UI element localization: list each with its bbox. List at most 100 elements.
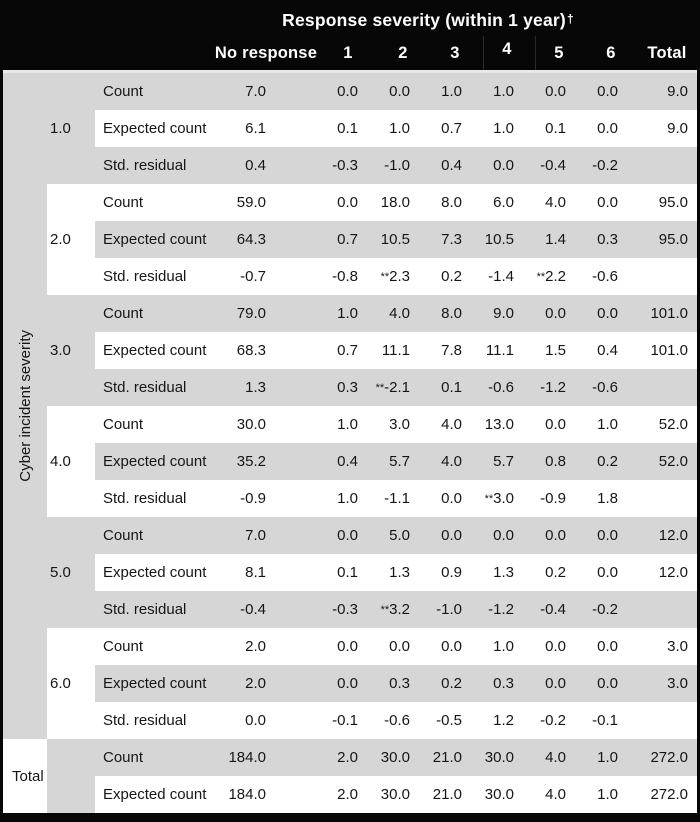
data-cell: 2.0 bbox=[280, 776, 370, 813]
data-cell: 30.0 bbox=[474, 776, 526, 813]
data-cell: 0.8 bbox=[526, 443, 578, 480]
row-label: Expected count bbox=[95, 110, 216, 147]
data-cell: -1.2 bbox=[526, 369, 578, 406]
group-label-spacer bbox=[47, 776, 95, 813]
data-cell: 272.0 bbox=[630, 776, 697, 813]
data-cell: 10.5 bbox=[474, 221, 526, 258]
data-cell: 0.0 bbox=[526, 628, 578, 665]
data-cell: -0.5 bbox=[422, 702, 474, 739]
significance-marker: ** bbox=[536, 270, 546, 283]
row-axis-label-strip: Cyber incident severity bbox=[3, 73, 47, 739]
data-cell: 0.0 bbox=[526, 73, 578, 110]
header-cell-divider bbox=[483, 36, 484, 70]
data-cell: 0.4 bbox=[216, 147, 280, 184]
data-cell: 68.3 bbox=[216, 332, 280, 369]
data-cell: 64.3 bbox=[216, 221, 280, 258]
data-cell: 8.0 bbox=[422, 295, 474, 332]
data-cell: 0.0 bbox=[578, 295, 630, 332]
data-cell: 0.7 bbox=[280, 221, 370, 258]
data-cell: 8.0 bbox=[422, 184, 474, 221]
row-label: Expected count bbox=[95, 665, 216, 702]
data-cell: 0.3 bbox=[578, 221, 630, 258]
data-cell: -0.3 bbox=[280, 591, 370, 628]
data-cell: 2.0 bbox=[216, 665, 280, 702]
data-cell: ** 3.0 bbox=[474, 480, 526, 517]
row-label: Expected count bbox=[95, 443, 216, 480]
row-label: Std. residual bbox=[95, 147, 216, 184]
total-row-label: Total bbox=[12, 767, 44, 785]
data-cell: 95.0 bbox=[630, 221, 697, 258]
data-cell: 0.0 bbox=[578, 628, 630, 665]
header-cell-divider bbox=[535, 36, 536, 70]
data-cell: ** 2.3 bbox=[370, 258, 422, 295]
data-cell: 10.5 bbox=[370, 221, 422, 258]
data-cell: -1.0 bbox=[422, 591, 474, 628]
group-label-spacer bbox=[47, 591, 95, 628]
data-cell: 7.8 bbox=[422, 332, 474, 369]
data-cell: 0.1 bbox=[280, 110, 370, 147]
data-cell: 95.0 bbox=[630, 184, 697, 221]
row-label: Std. residual bbox=[95, 591, 216, 628]
column-header-3: 3 bbox=[450, 43, 460, 62]
data-cell: 0.3 bbox=[280, 369, 370, 406]
row-label: Expected count bbox=[95, 221, 216, 258]
data-cell: 1.2 bbox=[474, 702, 526, 739]
group-label: 1.0 bbox=[47, 110, 95, 147]
data-cell bbox=[630, 702, 697, 739]
row-label: Count bbox=[95, 184, 216, 221]
significance-marker: ** bbox=[380, 603, 390, 616]
group-label-spacer bbox=[47, 480, 95, 517]
data-cell: 0.0 bbox=[578, 665, 630, 702]
data-cell: -0.3 bbox=[280, 147, 370, 184]
data-cell: 1.0 bbox=[280, 406, 370, 443]
data-cell: 21.0 bbox=[422, 776, 474, 813]
data-cell: 0.9 bbox=[422, 554, 474, 591]
data-cell: 0.3 bbox=[370, 665, 422, 702]
data-cell: 0.2 bbox=[578, 443, 630, 480]
group-label-spacer bbox=[47, 184, 95, 221]
data-cell: 2.0 bbox=[216, 628, 280, 665]
table-row: Count 7.0 0.0 0.0 1.0 1.0 0.0 0.0 9.0 bbox=[3, 73, 697, 110]
data-cell: 5.7 bbox=[474, 443, 526, 480]
table-row: 4.0 Expected count 35.2 0.4 5.7 4.0 5.7 0.8 0.2 5… bbox=[3, 443, 697, 480]
data-cell: 0.0 bbox=[578, 554, 630, 591]
data-cell bbox=[630, 591, 697, 628]
data-cell: ** 2.2 bbox=[526, 258, 578, 295]
significance-marker: ** bbox=[375, 381, 385, 394]
data-cell: 0.7 bbox=[280, 332, 370, 369]
data-cell: 0.1 bbox=[526, 110, 578, 147]
data-cell: -0.2 bbox=[526, 702, 578, 739]
row-label: Count bbox=[95, 628, 216, 665]
data-cell: 0.0 bbox=[526, 295, 578, 332]
row-label: Count bbox=[95, 517, 216, 554]
data-cell: 101.0 bbox=[630, 295, 697, 332]
data-cell: -0.6 bbox=[578, 258, 630, 295]
data-cell: 30.0 bbox=[216, 406, 280, 443]
row-label: Std. residual bbox=[95, 702, 216, 739]
data-cell: 11.1 bbox=[370, 332, 422, 369]
data-cell: 0.0 bbox=[578, 517, 630, 554]
column-header-5: 5 bbox=[554, 43, 564, 62]
data-cell: 0.2 bbox=[422, 665, 474, 702]
data-cell: 52.0 bbox=[630, 443, 697, 480]
table-row: 5.0 Expected count 8.1 0.1 1.3 0.9 1.3 0.2 0.0 12… bbox=[3, 554, 697, 591]
data-cell: 12.0 bbox=[630, 517, 697, 554]
data-cell: -0.7 bbox=[216, 258, 280, 295]
data-cell: 0.0 bbox=[280, 73, 370, 110]
data-cell: 0.0 bbox=[526, 517, 578, 554]
group-label: 4.0 bbox=[47, 443, 95, 480]
data-cell: -0.6 bbox=[474, 369, 526, 406]
data-cell: 0.7 bbox=[422, 110, 474, 147]
data-cell: 272.0 bbox=[630, 739, 697, 776]
data-cell: 0.0 bbox=[422, 628, 474, 665]
table-row: Std. residual -0.7 -0.8 ** 2.3 0.2 -1.4 ** 2.2 -0… bbox=[3, 258, 697, 295]
data-cell: 0.0 bbox=[474, 517, 526, 554]
group-label: 6.0 bbox=[47, 665, 95, 702]
data-cell: -0.9 bbox=[216, 480, 280, 517]
data-cell: -1.4 bbox=[474, 258, 526, 295]
data-cell: 7.3 bbox=[422, 221, 474, 258]
data-cell: -0.6 bbox=[370, 702, 422, 739]
table-row: Std. residual -0.4 -0.3 ** 3.2 -1.0 -1.2 -0.4 -0… bbox=[3, 591, 697, 628]
data-cell: 0.0 bbox=[526, 665, 578, 702]
row-axis-label: Cyber incident severity bbox=[16, 330, 34, 482]
